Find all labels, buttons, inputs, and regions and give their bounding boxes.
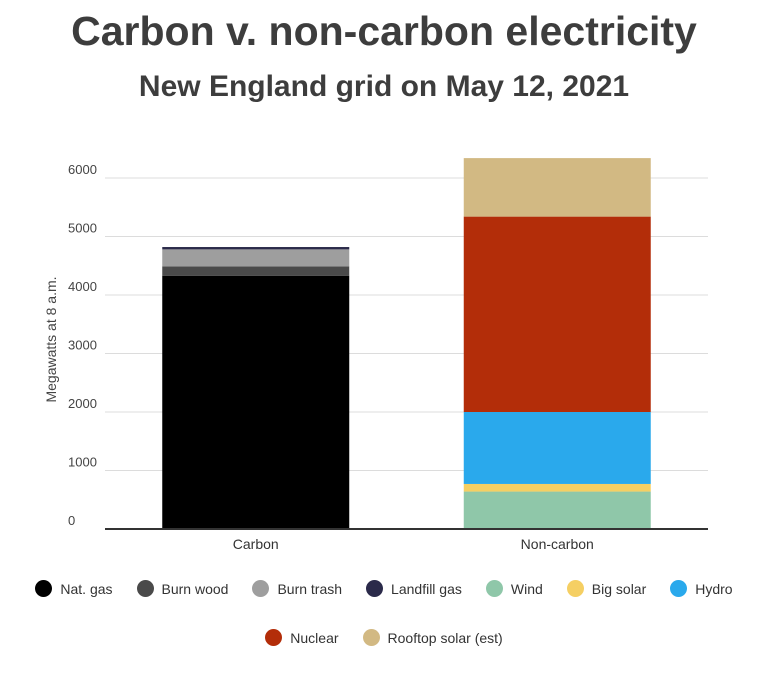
legend-swatch	[362, 629, 380, 646]
legend-item: Burn trash	[252, 580, 342, 597]
legend-item: Burn wood	[136, 580, 229, 597]
chart-legend: Nat. gas Burn wood Burn trash Landfill gas W…	[20, 580, 748, 646]
y-tick-label: 3000	[68, 338, 97, 353]
legend-swatch	[566, 580, 584, 597]
legend-label: Hydro	[695, 580, 733, 597]
y-tick-label: 2000	[68, 396, 97, 411]
legend-swatch	[252, 580, 270, 597]
bar-segment-nuclear	[463, 216, 651, 412]
legend-swatch	[265, 629, 283, 646]
x-tick-label: Non-carbon	[521, 536, 594, 552]
legend-item: Landfill gas	[366, 580, 462, 597]
y-tick-label: 4000	[68, 279, 97, 294]
bar-segment-burn-wood	[162, 266, 350, 276]
legend-label: Wind	[510, 580, 543, 597]
legend-item: Big solar	[566, 580, 647, 597]
bar-segment-landfill-gas	[162, 247, 350, 250]
y-tick-label: 1000	[68, 455, 97, 470]
legend-label: Big solar	[591, 580, 647, 597]
legend-swatch	[366, 580, 384, 597]
legend-swatch	[35, 580, 53, 597]
legend-item: Rooftop solar (est)	[362, 629, 503, 646]
legend-label: Nuclear	[290, 629, 339, 646]
legend-item: Nuclear	[265, 629, 339, 646]
legend-label: Burn wood	[161, 580, 229, 597]
bar-segment-burn-trash	[162, 249, 350, 267]
x-tick-label: Carbon	[233, 536, 279, 552]
legend-label: Burn trash	[277, 580, 343, 597]
y-tick-label: 5000	[68, 221, 97, 236]
chart-subtitle: New England grid on May 12, 2021	[138, 70, 630, 103]
y-tick-label: 6000	[68, 162, 97, 177]
legend-swatch	[670, 580, 688, 597]
legend-swatch	[136, 580, 154, 597]
bar-segment-rooftop-solar-est	[463, 158, 651, 217]
stacked-bar-chart: 0 1000 2000 3000 4000 5000 6000 Megawatts at 8 …	[43, 158, 708, 552]
legend-item: Nat. gas	[35, 580, 113, 597]
bar-segment-nat-gas	[162, 275, 350, 529]
y-axis-label: Megawatts at 8 a.m.	[43, 276, 59, 402]
legend-item: Hydro	[670, 580, 733, 597]
legend-item: Wind	[485, 580, 543, 597]
legend-label: Rooftop solar (est)	[387, 629, 503, 646]
legend-label: Landfill gas	[391, 580, 462, 597]
chart-title: Carbon v. non-carbon electricity	[71, 8, 697, 54]
bar-segment-wind	[463, 491, 651, 529]
legend-label: Nat. gas	[60, 580, 113, 597]
y-tick-label: 0	[68, 513, 75, 528]
bar-segment-big-solar	[463, 483, 651, 492]
legend-swatch	[485, 580, 503, 597]
bar-segment-hydro	[463, 412, 651, 484]
